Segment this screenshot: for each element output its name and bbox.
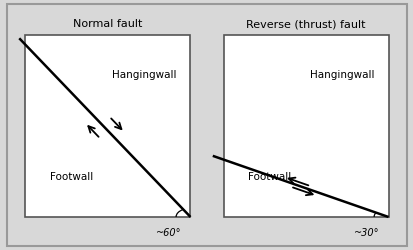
Text: Hangingwall: Hangingwall	[112, 70, 176, 81]
Text: Footwall: Footwall	[50, 172, 93, 182]
Bar	[25, 36, 190, 217]
Text: Footwall: Footwall	[248, 172, 291, 182]
Text: ~30°: ~30°	[353, 228, 379, 238]
Text: Normal fault: Normal fault	[73, 19, 142, 29]
Bar	[223, 36, 388, 217]
Text: Hangingwall: Hangingwall	[309, 70, 374, 81]
Text: Reverse (thrust) fault: Reverse (thrust) fault	[246, 19, 365, 29]
Text: ~60°: ~60°	[156, 228, 181, 238]
